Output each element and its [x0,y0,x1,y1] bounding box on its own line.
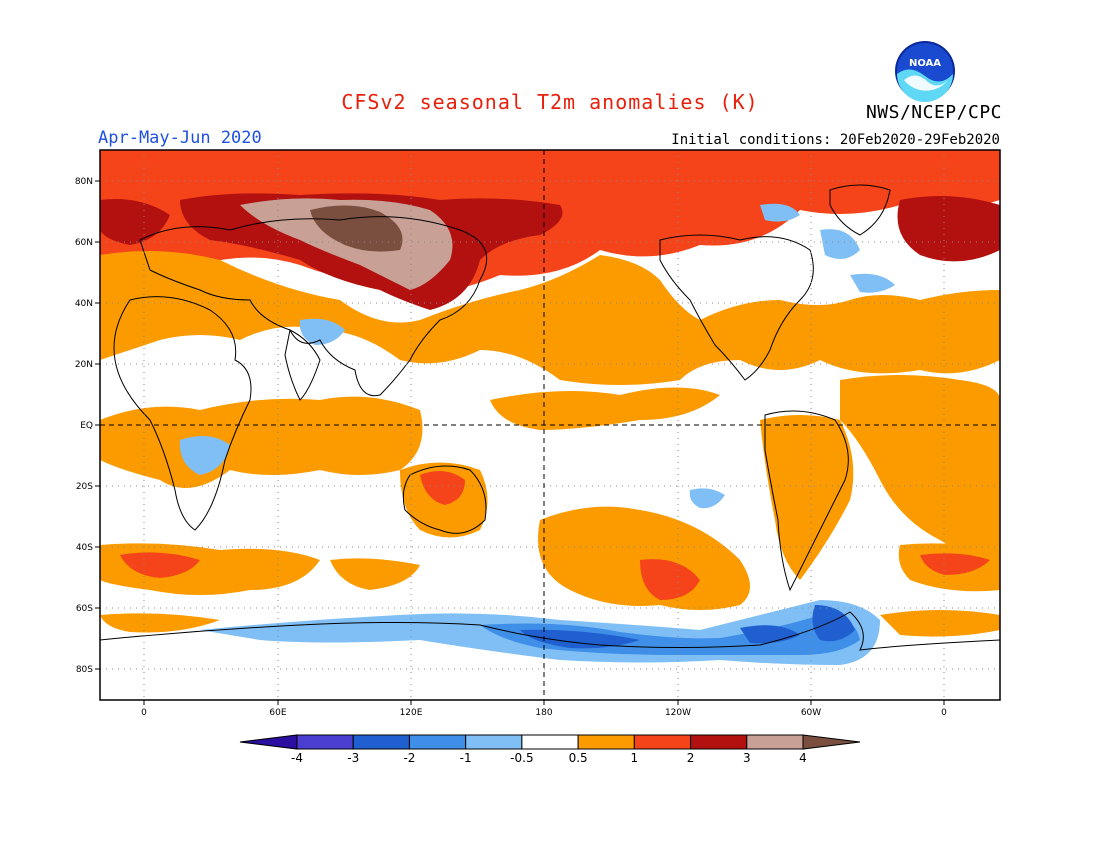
colorbar-label: -4 [291,751,303,765]
latitude-labels: 80N 60N 40N 20N EQ 20S 40S 60S 80S [75,177,93,675]
equator-dateline [100,150,1000,700]
axis-ticks [95,180,945,705]
colorbar-label: 4 [799,751,807,765]
lat-label: 60N [75,238,93,248]
colorbar-swatch [465,734,523,750]
lat-label: 60S [76,604,93,614]
colorbar-swatch [577,734,635,750]
colorbar-swatch [746,734,804,750]
colorbar-swatch [521,734,579,750]
lat-label: 20S [76,482,93,492]
noaa-logo: NOAA [895,41,955,102]
map-title: CFSv2 seasonal T2m anomalies (K) [341,90,759,114]
colorbar-label: 3 [743,751,751,765]
logo-text: NOAA [909,58,941,69]
colorbar-label: -2 [403,751,415,765]
initial-conditions-label: Initial conditions: 20Feb2020-29Feb2020 [671,132,1000,148]
colorbar-label: 0.5 [569,751,588,765]
colorbar-low-arrow [239,734,298,750]
longitude-labels: 0 60E 120E 180 120W 60W 0 [141,708,947,718]
colorbar-label: -1 [460,751,472,765]
colorbar-label: 2 [687,751,695,765]
lon-label: 60W [801,708,821,718]
graticule [100,150,1000,700]
lat-label: 80N [75,177,93,187]
colorbar-swatch [633,734,692,750]
lat-label: 80S [76,665,93,675]
lat-label: 40S [76,543,93,553]
colorbar-swatch [408,734,467,750]
colorbar-label: 1 [631,751,639,765]
colorbar-swatch [296,734,354,750]
colorbar-swatch [352,734,410,750]
colorbar-label: -0.5 [510,751,533,765]
lon-label: 0 [141,708,147,718]
lat-label: 40N [75,299,93,309]
lon-label: 120E [400,708,423,718]
agency-label: NWS/NCEP/CPC [865,102,1002,123]
lon-label: 0 [941,708,947,718]
lat-label: EQ [80,421,93,431]
colorbar: -4 -3 -2 -1 -0.5 0.5 1 2 3 4 [239,734,861,765]
lon-label: 120W [665,708,691,718]
coastlines [100,184,1000,651]
lon-label: 60E [269,708,286,718]
season-label: Apr-May-Jun 2020 [98,128,262,148]
lat-label: 20N [75,360,93,370]
lon-label: 180 [535,708,552,718]
colorbar-label: -3 [347,751,359,765]
colorbar-high-arrow [802,734,861,750]
colorbar-swatch [690,734,748,750]
